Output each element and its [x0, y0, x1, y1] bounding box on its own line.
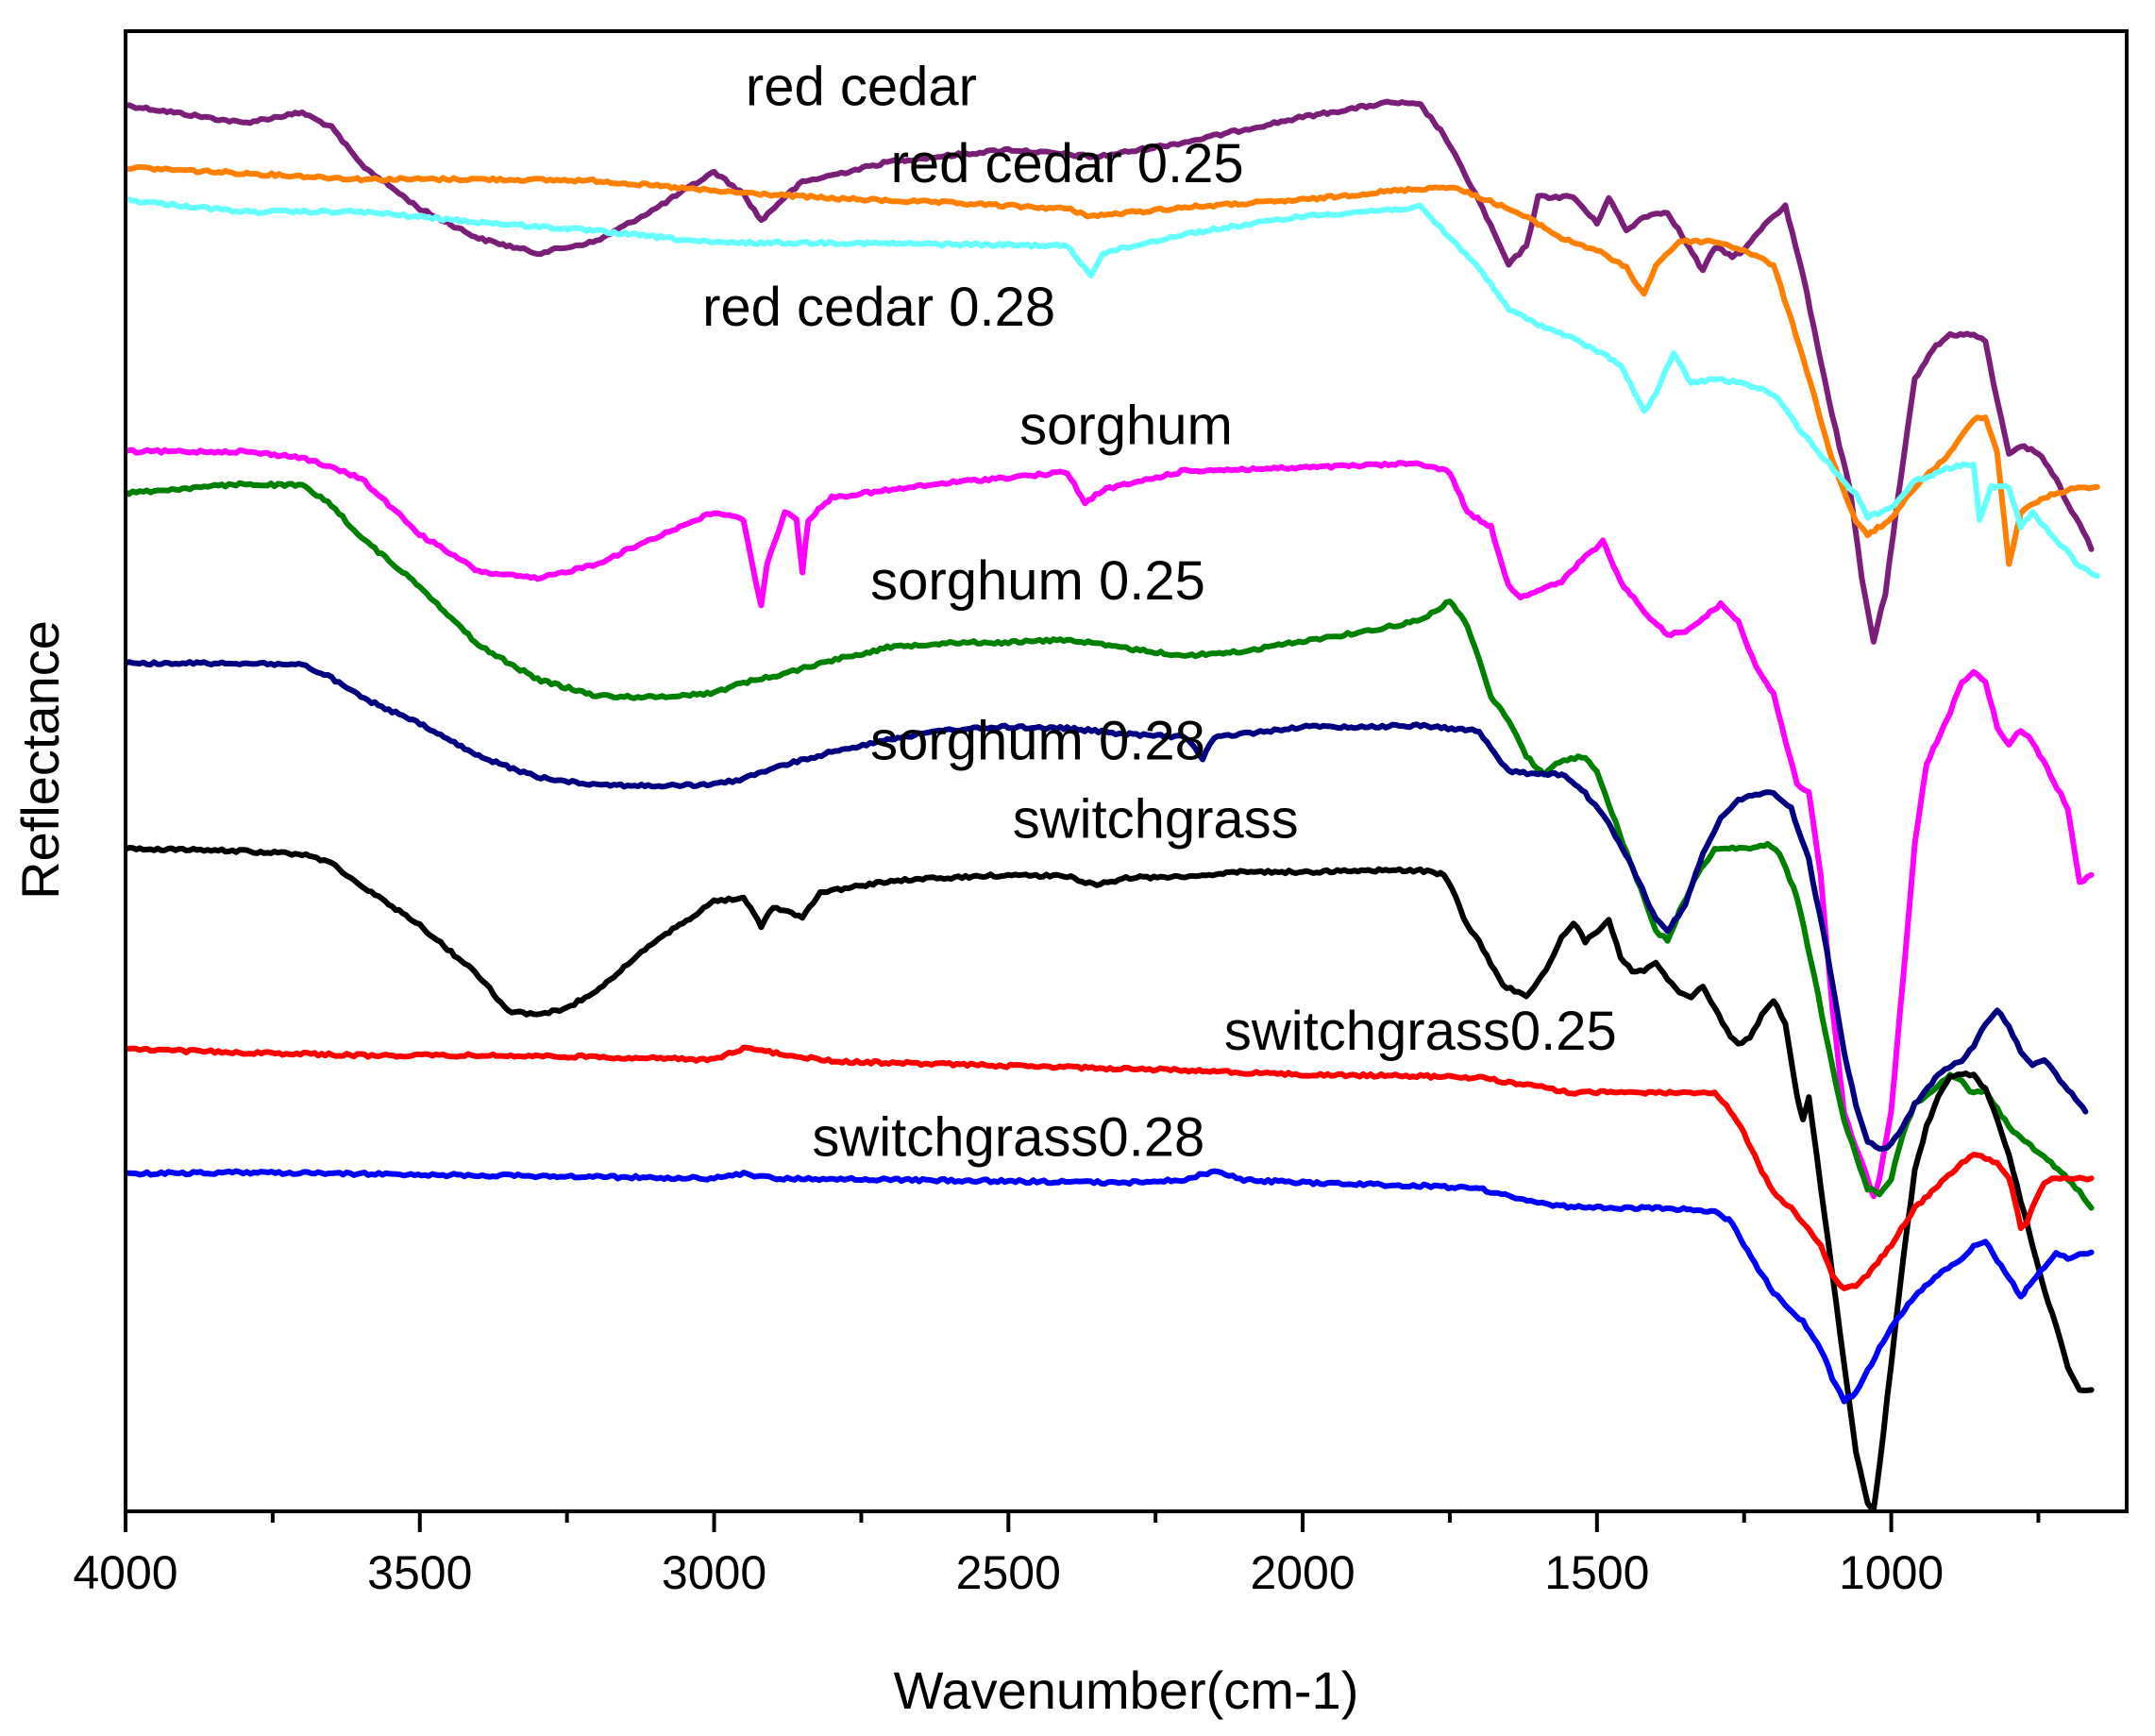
- series-line-red-cedar: [125, 98, 2095, 645]
- y-axis-title: Reflectance: [10, 620, 70, 900]
- x-tick-label: 3500: [367, 1546, 472, 1599]
- series-label-sorghum-0-28: sorghum 0.28: [870, 711, 1205, 772]
- x-tick-label: 2500: [956, 1546, 1061, 1599]
- x-axis-title: Wavenumber(cm-1): [894, 1660, 1359, 1720]
- series-line-red-cedar-0-28: [125, 196, 2100, 579]
- series-label-red-cedar-0-25: red cedar 0.25: [891, 133, 1244, 194]
- series-line-switchgrass0-28: [125, 1168, 2095, 1405]
- plot-area: [125, 98, 2100, 1512]
- x-tick-label: 1000: [1839, 1546, 1944, 1599]
- x-tick-label: 2000: [1250, 1546, 1355, 1599]
- series-line-switchgrass0-25: [125, 1044, 2095, 1291]
- series-line-switchgrass: [125, 845, 2095, 1512]
- x-tick-label: 4000: [73, 1546, 177, 1599]
- series-label-switchgrass0-28: switchgrass0.28: [812, 1107, 1204, 1169]
- series-label-switchgrass: switchgrass: [1013, 789, 1299, 851]
- series-label-switchgrass0-25: switchgrass0.25: [1224, 1001, 1617, 1062]
- series-line-sorghum-0-28: [125, 659, 2089, 1152]
- x-tick-label: 1500: [1544, 1546, 1649, 1599]
- series-line-sorghum-0-25: [125, 480, 2095, 1211]
- x-axis-ticks: 4000 3500 3000 2500 2000 1500 1000: [73, 1511, 2041, 1599]
- plot-frame: [124, 29, 2129, 1513]
- series-label-red-cedar: red cedar: [746, 56, 977, 117]
- series-label-red-cedar-0-28: red cedar 0.28: [702, 277, 1055, 338]
- series-label-sorghum: sorghum: [1019, 396, 1233, 457]
- x-tick-label: 3000: [662, 1546, 766, 1599]
- series-line-red-cedar-0-25: [125, 163, 2100, 567]
- series-labels: red cedar red cedar 0.25 red cedar 0.28 sor…: [702, 56, 1617, 1168]
- series-line-sorghum: [125, 447, 2095, 1200]
- series-label-sorghum-0-25: sorghum 0.25: [870, 550, 1205, 612]
- series-group: [125, 98, 2100, 1512]
